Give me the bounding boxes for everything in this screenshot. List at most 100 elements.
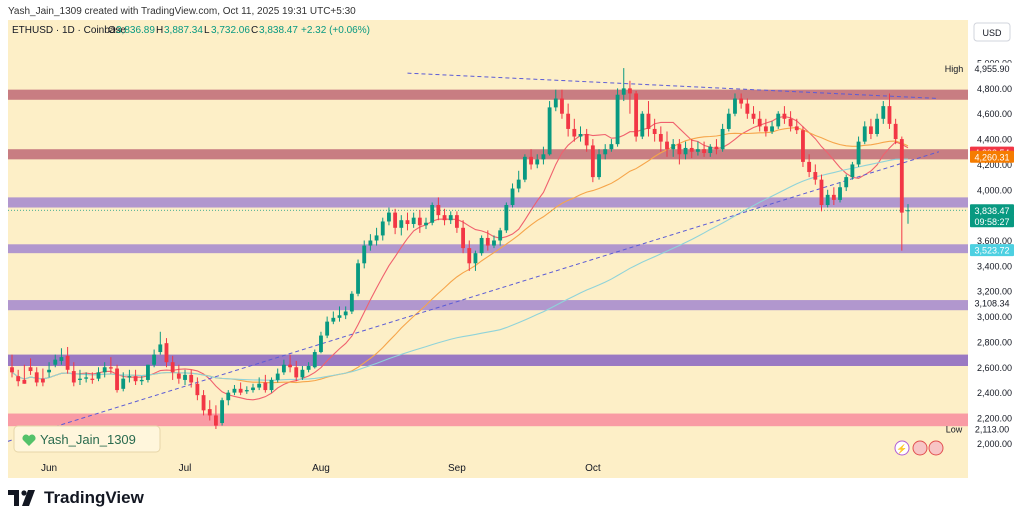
- candle-body-80: [504, 204, 509, 231]
- candle-body-28: [183, 374, 187, 380]
- y-tick-label-4200: 4,200.00: [977, 160, 1012, 170]
- candle-body-76: [479, 237, 484, 254]
- candle-body-110: [689, 147, 694, 152]
- candle-body-120: [751, 113, 756, 119]
- candle-body-40: [257, 383, 262, 388]
- candle-body-7: [53, 359, 58, 365]
- candle-body-119: [745, 103, 750, 114]
- candle-body-8: [59, 357, 64, 361]
- candle-body-37: [238, 388, 243, 393]
- heart-icon: [22, 434, 36, 446]
- y-tick-label-2800: 2,800.00: [977, 337, 1012, 347]
- candle-body-100: [628, 88, 632, 94]
- y-tick-label-3200: 3,200.00: [977, 287, 1012, 297]
- low-value-label-bg: [970, 422, 1014, 435]
- candle-body-87: [547, 107, 552, 155]
- candle-body-111: [695, 149, 700, 152]
- candle-body-124: [776, 113, 781, 127]
- candle-body-21: [139, 379, 144, 382]
- candle-body-20: [133, 376, 138, 382]
- candle-body-30: [195, 383, 200, 396]
- candle-body-139: [869, 126, 873, 135]
- creator-line: Yash_Jain_1309 created with TradingView.…: [8, 6, 356, 17]
- y-tick-label-4800: 4,800.00: [977, 84, 1012, 94]
- y-tick-label-3400: 3,400.00: [977, 261, 1012, 271]
- flag-icons[interactable]: ⚡: [894, 440, 944, 456]
- y-tick-label-2200: 2,200.00: [977, 413, 1012, 423]
- candle-body-98: [615, 94, 620, 145]
- candle-body-142: [887, 106, 892, 124]
- candle-body-143: [893, 123, 898, 140]
- x-tick-label-1: Jul: [179, 463, 192, 474]
- candle-body-134: [838, 187, 842, 200]
- candle-body-53: [337, 315, 342, 318]
- candle-body-70: [442, 215, 447, 221]
- candle-body-33: [214, 415, 218, 426]
- candle-body-133: [831, 194, 836, 200]
- candle-body-43: [275, 373, 280, 380]
- trendlines-layer: [0, 72, 968, 445]
- chart-area[interactable]: 2,000.00 2,200.00 2,400.00 2,600.00 2,800.00…: [0, 20, 1016, 478]
- zone-1: [8, 149, 968, 160]
- candle-body-89: [560, 98, 564, 114]
- candle-body-95: [597, 154, 601, 178]
- low-value-label: 2,113.00: [975, 424, 1009, 434]
- candle-body-129: [807, 161, 812, 173]
- zone-2: [8, 197, 968, 208]
- candle-body-23: [152, 354, 157, 365]
- candle-body-140: [875, 118, 880, 135]
- ma-slow-line: [11, 158, 909, 381]
- y-tick-label-3600: 3,600.00: [977, 236, 1012, 246]
- candle-body-65: [411, 217, 416, 225]
- candle-body-56: [356, 263, 360, 294]
- price-tag-3: 3,523.72: [974, 246, 1009, 256]
- candle-body-137: [856, 141, 861, 165]
- candle-body-5: [40, 378, 45, 383]
- candle-body-106: [665, 141, 669, 150]
- candle-body-113: [708, 146, 713, 154]
- candle-body-123: [770, 126, 774, 132]
- candle-body-47: [300, 369, 305, 378]
- candle-body-0: [10, 367, 14, 373]
- price-tag-2: 3,838.47: [974, 206, 1009, 216]
- high-value-label-bg: [970, 62, 1014, 75]
- legend-low-label: L: [204, 25, 210, 36]
- candle-body-84: [529, 156, 533, 165]
- y-tick-label-3000: 3,000.00: [977, 312, 1012, 322]
- legend-open: 3,836.89: [116, 25, 155, 36]
- candle-body-1: [16, 376, 21, 382]
- candle-body-78: [492, 240, 496, 246]
- candle-body-69: [436, 204, 441, 216]
- candle-body-102: [640, 113, 645, 137]
- high-value-label: 4,955.90: [974, 64, 1009, 74]
- price-tag-1: 4,260.31: [974, 152, 1009, 162]
- candle-body-11: [78, 378, 82, 380]
- candle-body-44: [281, 364, 286, 373]
- candle-body-60: [380, 221, 385, 236]
- candle-body-88: [553, 98, 558, 108]
- low-label: Low: [946, 424, 963, 434]
- candle-body-27: [176, 373, 181, 379]
- candle-body-94: [590, 145, 595, 178]
- candle-body-118: [739, 98, 744, 104]
- y-tick-label-2000: 2,000.00: [977, 439, 1012, 449]
- candle-body-24: [158, 344, 163, 353]
- trendline-0: [0, 151, 940, 445]
- us-flag-icon-2: [928, 440, 944, 456]
- candle-body-135: [844, 177, 849, 188]
- candle-body-130: [813, 172, 818, 180]
- candle-body-105: [658, 134, 663, 142]
- currency-label: USD: [982, 28, 1002, 38]
- price-tag-4-bg: [970, 296, 1014, 309]
- candle-body-112: [702, 149, 706, 154]
- y-tick-label-4600: 4,600.00: [977, 109, 1012, 119]
- y-tick-label-2400: 2,400.00: [977, 388, 1012, 398]
- candle-body-90: [566, 113, 571, 129]
- candle-body-125: [782, 113, 787, 119]
- y-tick-label-2600: 2,600.00: [977, 363, 1012, 373]
- candlestick-chart[interactable]: 2,000.00 2,200.00 2,400.00 2,600.00 2,800.00…: [0, 20, 1016, 478]
- currency-badge[interactable]: USD: [973, 22, 1011, 42]
- candle-body-57: [362, 245, 367, 264]
- legend-high: 3,887.34: [164, 25, 203, 36]
- candle-body-128: [801, 130, 805, 162]
